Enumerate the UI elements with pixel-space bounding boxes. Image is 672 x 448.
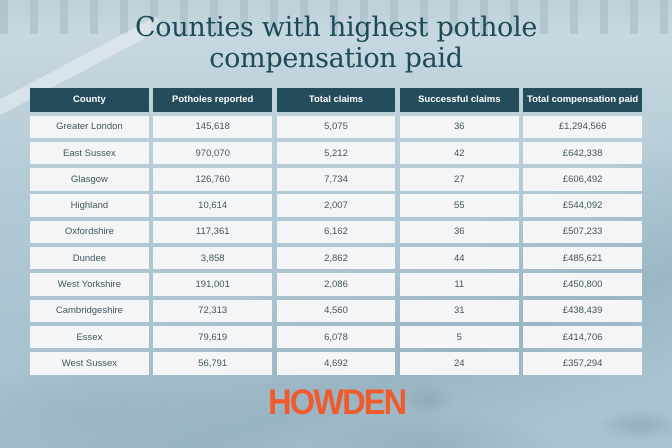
cell-county: Cambridgeshire [30,299,149,323]
cell-county: Highland [30,194,149,217]
cell-claims: 6,162 [276,220,396,244]
cell-claims: 4,692 [276,352,396,375]
cell-successful: 31 [399,299,519,323]
cell-county: Essex [30,325,149,349]
cell-claims: 2,862 [276,246,396,270]
cell-claims: 2,007 [276,194,396,217]
header-total-claims: Total claims [276,88,396,112]
header-potholes-reported: Potholes reported [153,88,273,112]
cell-county: West Sussex [30,352,149,375]
cell-compensation: £507,233 [523,220,642,244]
cell-county: West Yorkshire [30,273,149,296]
cell-successful: 55 [399,194,519,217]
cell-successful: 44 [399,246,519,270]
cell-compensation: £606,492 [523,168,642,191]
cell-successful: 36 [399,115,519,138]
cell-successful: 11 [399,273,519,296]
compensation-table: County Potholes reported Total claims Su… [30,88,642,378]
cell-potholes: 56,791 [153,352,273,375]
cell-county: Dundee [30,246,149,270]
cell-potholes: 3,858 [153,246,273,270]
cell-compensation: £1,294,566 [523,115,642,138]
cell-compensation: £357,294 [523,352,642,375]
cell-potholes: 10,614 [153,194,273,217]
background-guardrail [0,0,672,34]
cell-claims: 5,075 [276,115,396,138]
cell-potholes: 72,313 [153,299,273,323]
cell-successful: 27 [399,168,519,191]
cell-claims: 2,086 [276,273,396,296]
title-line-2: compensation paid [209,43,463,74]
cell-potholes: 191,001 [153,273,273,296]
cell-compensation: £485,621 [523,246,642,270]
cell-successful: 5 [399,325,519,349]
cell-county: Greater London [30,115,149,138]
cell-successful: 42 [399,141,519,165]
header-total-compensation: Total compensation paid [523,88,642,112]
cell-potholes: 145,618 [153,115,273,138]
cell-county: Oxfordshire [30,220,149,244]
header-county: County [30,88,149,112]
howden-logo: HOWDEN [267,383,407,423]
cell-potholes: 79,619 [153,325,273,349]
cell-successful: 36 [399,220,519,244]
cell-compensation: £438,439 [523,299,642,323]
cell-compensation: £450,800 [523,273,642,296]
logo-wordmark: HOWDEN [267,383,407,422]
header-successful-claims: Successful claims [399,88,519,112]
cell-potholes: 126,760 [153,168,273,191]
cell-claims: 6,078 [276,325,396,349]
title-line-1: Counties with highest pothole [134,12,538,43]
cell-potholes: 970,070 [153,141,273,165]
cell-compensation: £642,338 [523,141,642,165]
cell-claims: 4,560 [276,299,396,323]
cell-claims: 7,734 [276,168,396,191]
cell-claims: 5,212 [276,141,396,165]
cell-successful: 24 [399,352,519,375]
page-title: Counties with highest pothole compensati… [0,12,672,74]
cell-potholes: 117,361 [153,220,273,244]
cell-compensation: £544,092 [523,194,642,217]
cell-county: Glasgow [30,168,149,191]
cell-county: East Sussex [30,141,149,165]
cell-compensation: £414,706 [523,325,642,349]
